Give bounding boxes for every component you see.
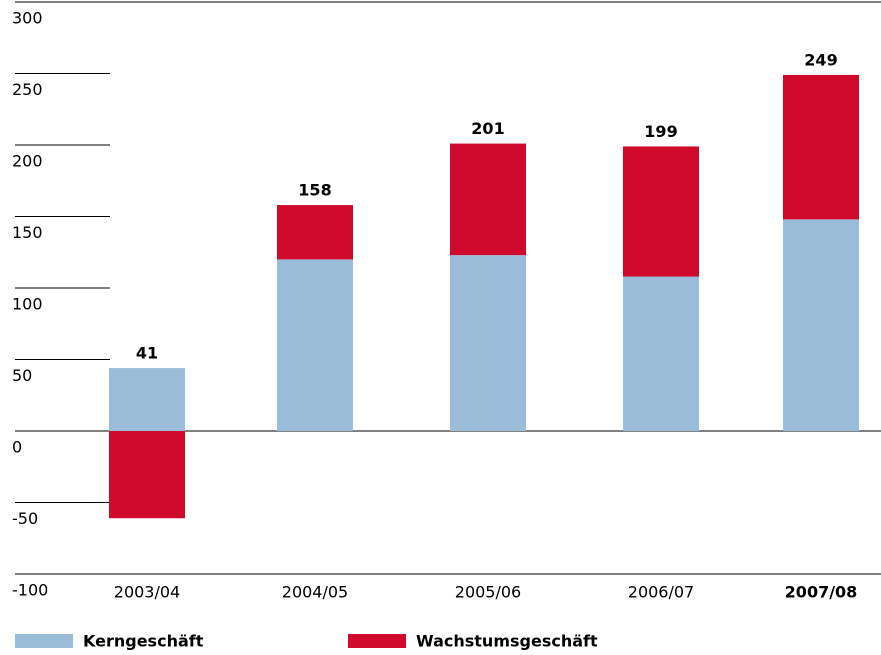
bar-segment	[450, 143, 526, 256]
total-label: 199	[644, 122, 677, 141]
bar-segment	[109, 368, 185, 431]
total-label: 41	[136, 344, 158, 363]
y-tick-label: 50	[12, 366, 32, 385]
y-tick-label: 250	[12, 80, 43, 99]
legend-swatch	[15, 634, 73, 648]
y-tick-label: -100	[12, 581, 48, 600]
total-label: 249	[804, 50, 837, 69]
y-tick-label: 200	[12, 152, 43, 171]
total-label: 201	[471, 119, 504, 138]
bar-segment	[623, 276, 699, 431]
bar-segment	[623, 146, 699, 277]
total-label: 158	[298, 181, 331, 200]
bar-segment	[450, 255, 526, 431]
legend-label: Wachstumsgeschäft	[416, 632, 598, 651]
x-tick-label: 2004/05	[282, 583, 348, 602]
x-tick-label: 2007/08	[785, 583, 858, 602]
x-tick-label: 2005/06	[455, 583, 521, 602]
y-tick-label: -50	[12, 509, 38, 528]
bar-segment	[277, 259, 353, 431]
bar-segment	[783, 219, 859, 431]
bar-segment	[783, 74, 859, 220]
legend-swatch	[348, 634, 406, 648]
x-tick-label: 2003/04	[114, 583, 180, 602]
y-tick-label: 150	[12, 223, 43, 242]
bar-segment	[277, 205, 353, 260]
y-tick-label: 300	[12, 9, 43, 28]
legend-label: Kerngeschäft	[83, 632, 204, 651]
x-tick-label: 2006/07	[628, 583, 694, 602]
y-tick-label: 0	[12, 438, 22, 457]
bar-segment	[109, 431, 185, 519]
y-tick-label: 100	[12, 295, 43, 314]
